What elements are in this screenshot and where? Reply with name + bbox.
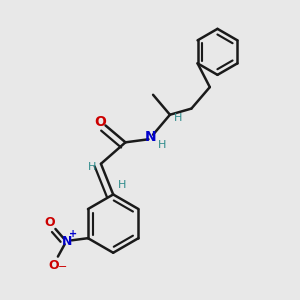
Text: H: H: [158, 140, 166, 150]
Text: H: H: [173, 113, 182, 123]
Text: O: O: [94, 116, 106, 129]
Text: N: N: [62, 235, 72, 248]
Text: H: H: [88, 162, 96, 172]
Text: N: N: [145, 130, 157, 144]
Text: +: +: [69, 230, 77, 239]
Text: O: O: [44, 216, 55, 229]
Text: H: H: [118, 180, 127, 190]
Text: −: −: [58, 262, 67, 272]
Text: O: O: [48, 259, 58, 272]
